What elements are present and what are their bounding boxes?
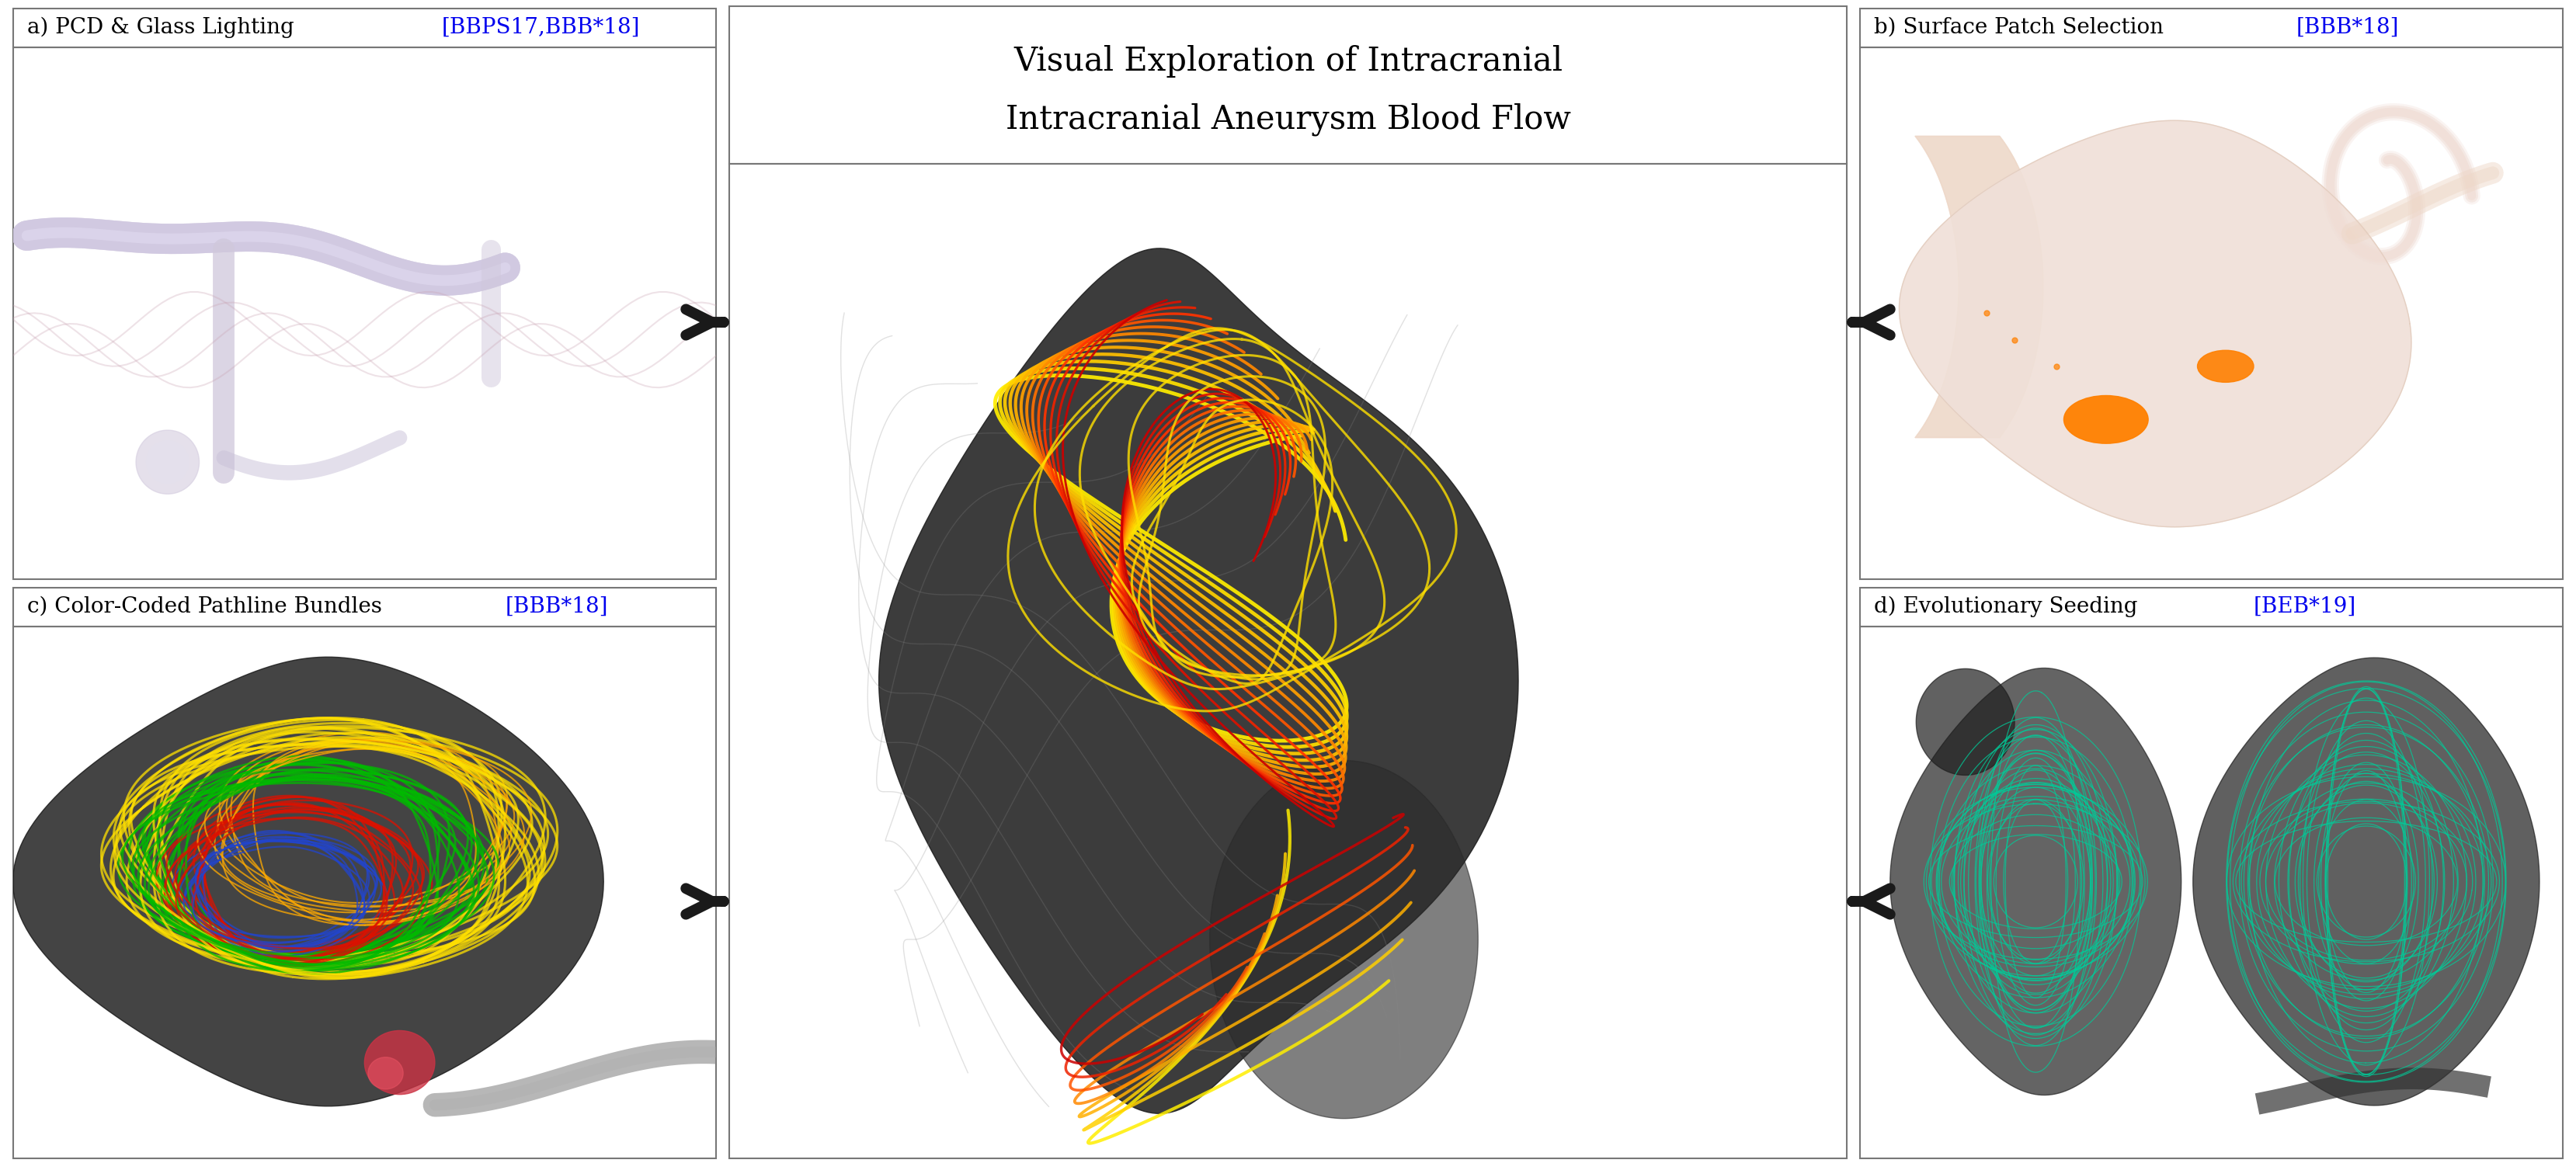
Text: d) Evolutionary Seeding: d) Evolutionary Seeding [1873,597,2143,618]
Text: [BBPS17,BBB*18]: [BBPS17,BBB*18] [443,18,641,39]
Polygon shape [1211,761,1479,1119]
Polygon shape [1891,668,2182,1095]
Polygon shape [13,658,603,1106]
Text: [BBB*18]: [BBB*18] [505,597,608,618]
Ellipse shape [2063,395,2148,443]
Text: a) PCD & Glass Lighting: a) PCD & Glass Lighting [26,18,301,39]
Text: Intracranial Aneurysm Blood Flow: Intracranial Aneurysm Blood Flow [1005,103,1571,136]
Ellipse shape [2197,350,2254,383]
Polygon shape [1899,121,2411,527]
Text: Visual Exploration of Intracranial: Visual Exploration of Intracranial [1012,44,1564,77]
Ellipse shape [147,441,188,483]
Polygon shape [1917,669,2014,776]
Text: c) Color-Coded Pathline Bundles: c) Color-Coded Pathline Bundles [26,597,389,618]
Text: [BBB*18]: [BBB*18] [2295,18,2398,39]
Polygon shape [878,248,1517,1114]
Text: b) Surface Patch Selection: b) Surface Patch Selection [1873,18,2172,39]
Ellipse shape [368,1058,404,1089]
Ellipse shape [137,431,198,494]
Ellipse shape [366,1031,435,1094]
Text: [BEB*19]: [BEB*19] [2254,597,2357,618]
Polygon shape [2192,658,2540,1106]
